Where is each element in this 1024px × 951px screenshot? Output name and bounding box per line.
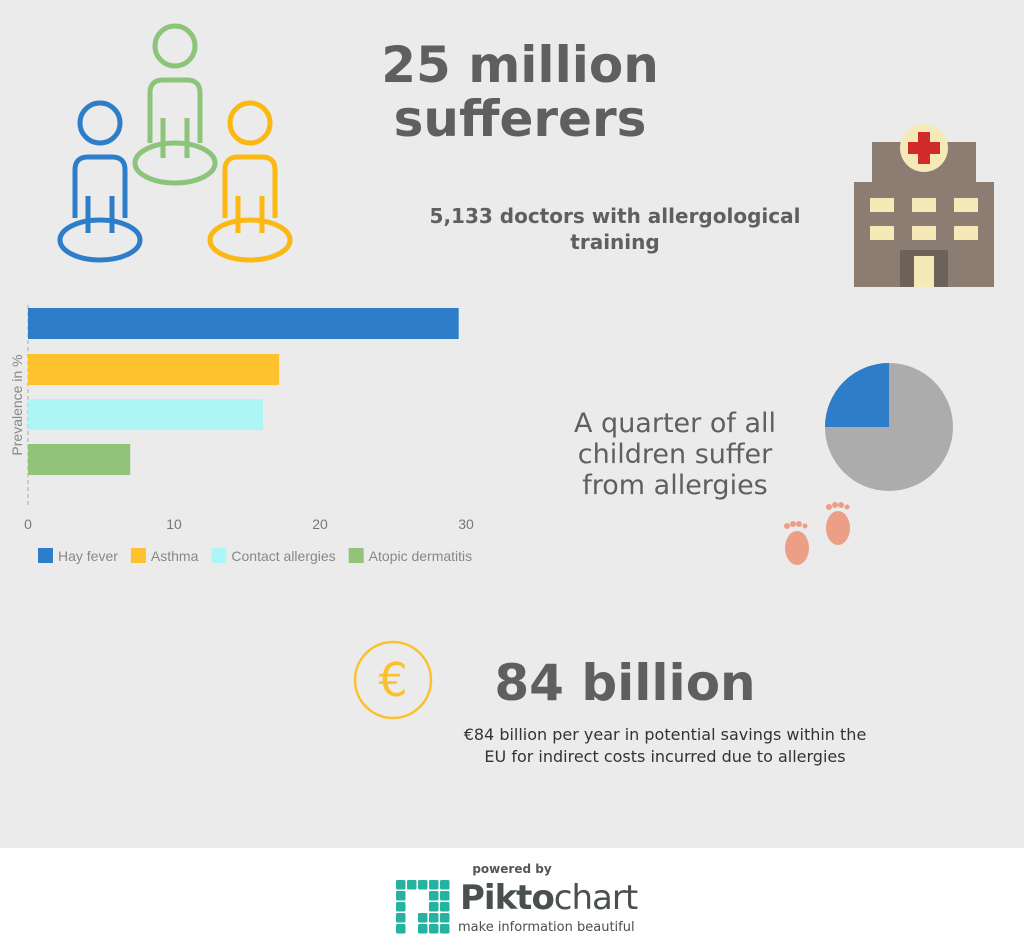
children-line3: from allergies [582,470,768,501]
prevalence-bar-chart: 0 10 20 30 Prevalence in % Hay fever Asthma Con… [9,305,474,564]
headline-line2: sufferers [393,90,647,148]
bar-atopic-dermatitis [28,444,131,475]
legend-label: Asthma [151,548,199,564]
savings-line2: EU for indirect costs incurred due to al… [484,747,846,766]
baby-feet-icon [784,502,850,565]
children-line2: children suffer [577,439,773,470]
legend-swatch [130,548,146,563]
headline-line1: 25 million [381,36,659,94]
legend-swatch [38,548,53,563]
x-tick-label: 0 [24,516,32,532]
tagline: make information beautiful [458,920,635,935]
piktochart-logo-icon[interactable] [396,880,452,936]
euro-icon: € [353,640,433,720]
children-pie-chart [825,363,953,491]
legend-label: Hay fever [58,548,118,564]
hospital-icon [854,124,994,287]
savings-title: 84 billion [494,654,756,712]
brand-part-b: chart [553,878,638,918]
bar-asthma [28,354,280,385]
svg-text:€: € [378,653,407,707]
doctors-line2: training [570,230,660,254]
x-tick-label: 30 [458,516,474,532]
legend-swatch [211,548,227,563]
x-tick-label: 20 [312,516,328,532]
savings-description: €84 billion per year in potential saving… [420,724,910,768]
footer: powered by Piktochart make information b… [0,848,1024,951]
legend-label: Contact allergies [231,548,335,564]
people-icon [57,23,293,263]
bar-contact-allergies [28,399,264,430]
pie-slice-share [825,363,889,427]
piktochart-brand[interactable]: Piktochart [460,878,638,918]
bar-hay-fever [28,308,459,339]
doctors-line1: 5,133 doctors with allergological [429,204,801,228]
children-stat: A quarter of all children suffer from al… [540,408,810,501]
doctors-stat: 5,133 doctors with allergological traini… [420,203,810,255]
children-line1: A quarter of all [574,408,776,439]
powered-by: powered by [472,862,552,876]
x-tick-label: 10 [166,516,182,532]
legend-label: Atopic dermatitis [369,548,472,564]
brand-part-a: Pikto [460,878,555,918]
savings-line1: €84 billion per year in potential saving… [463,725,867,744]
headline: 25 million sufferers [360,38,680,146]
legend-swatch [348,548,364,563]
y-axis-label: Prevalence in % [9,354,25,455]
